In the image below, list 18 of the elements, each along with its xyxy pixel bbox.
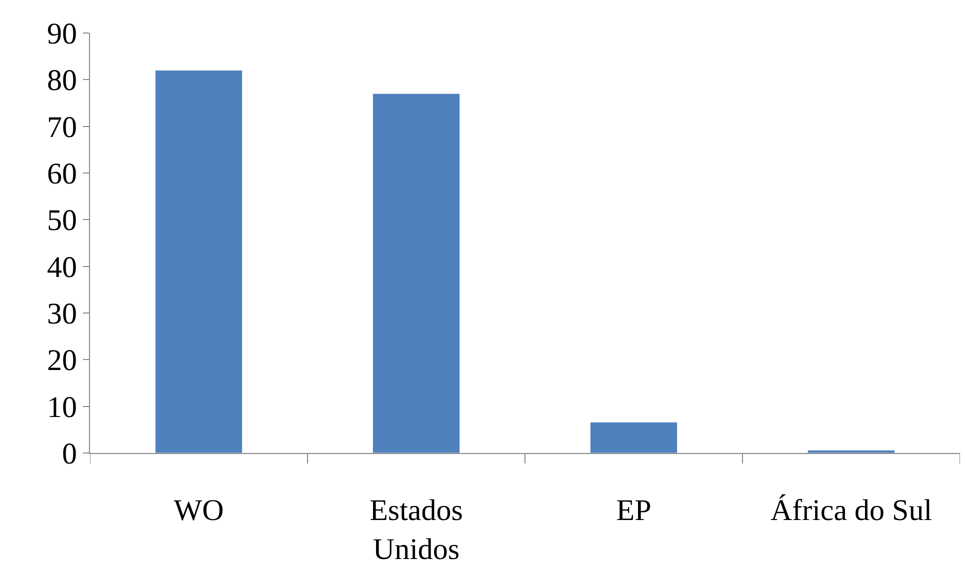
y-tick-label: 80: [47, 64, 77, 98]
y-tick-label: 40: [47, 250, 77, 284]
y-tick-label: 10: [47, 390, 77, 424]
x-tick-label: África do Sul: [770, 494, 932, 527]
x-tick-label: EP: [616, 494, 652, 527]
bar: [590, 422, 678, 453]
y-tick-label: 90: [47, 18, 77, 50]
bar: [808, 450, 895, 453]
bar: [372, 93, 460, 453]
y-tick-label: 0: [62, 438, 77, 470]
y-tick-label: 30: [47, 298, 77, 330]
x-tick-label: WO: [174, 494, 224, 527]
y-tick-label: 20: [47, 344, 77, 378]
x-tick-label: Estados Unidos: [370, 494, 463, 566]
bar: [155, 70, 242, 453]
y-tick-label: 50: [47, 204, 77, 238]
y-tick-label: 60: [47, 158, 77, 190]
y-tick-label: 70: [47, 110, 77, 144]
